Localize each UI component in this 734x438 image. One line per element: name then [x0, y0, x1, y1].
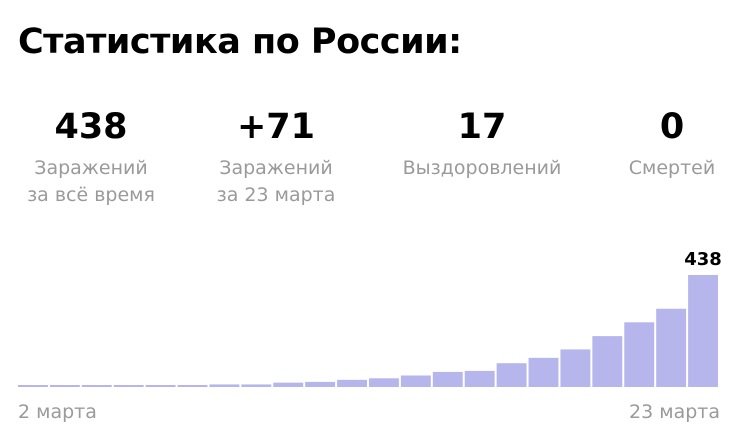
bar-15-марта	[432, 371, 463, 387]
bar-10-марта	[273, 382, 304, 387]
bar-3-марта	[49, 385, 80, 387]
bar-21-марта	[624, 322, 655, 387]
stat-recoveries: 17 Выздоровлений	[388, 105, 576, 182]
x-tick-label-start: 2 марта	[18, 401, 97, 423]
stat-deaths: 0 Смертей	[620, 105, 724, 182]
stat-daily-infections: +71 Заражений за 23 марта	[209, 105, 343, 209]
bar-17-марта	[496, 363, 527, 387]
bar-8-марта	[209, 384, 240, 387]
bar-13-марта	[369, 378, 399, 387]
bar-12-марта	[337, 379, 367, 387]
stat-label-line: Заражений	[219, 157, 333, 179]
stat-label-line: за 23 марта	[216, 184, 336, 206]
stat-label-line: Смертей	[628, 157, 716, 179]
bar-5-марта	[113, 385, 144, 387]
bar-18-марта	[528, 357, 559, 387]
bar-23-марта	[688, 275, 718, 387]
bar-20-марта	[592, 336, 623, 387]
stat-label-line: Заражений	[34, 157, 148, 179]
bar-4-марта	[81, 385, 112, 387]
bar-7-марта	[177, 385, 208, 387]
page-title: Статистика по России:	[18, 22, 462, 62]
stat-value: 17	[457, 107, 507, 147]
stat-value: 438	[54, 107, 128, 147]
stat-label: Смертей	[620, 155, 724, 182]
stat-value: 0	[659, 107, 685, 147]
stat-label: Выздоровлений	[388, 155, 576, 182]
bar-data-label: 438	[684, 249, 722, 270]
x-tick-label-end: 23 марта	[629, 401, 720, 423]
bar-14-марта	[400, 375, 431, 387]
bar-16-марта	[464, 370, 495, 387]
stat-label: Заражений за 23 марта	[209, 155, 343, 209]
stat-label-line: Выздоровлений	[402, 157, 562, 179]
stat-label-line: за всё время	[27, 184, 155, 206]
bar-6-марта	[145, 385, 176, 387]
stat-value: +71	[236, 107, 316, 147]
stat-label: Заражений за всё время	[18, 155, 164, 209]
bar-11-марта	[305, 381, 336, 387]
stat-total-infections: 438 Заражений за всё время	[18, 105, 164, 209]
bar-2-марта	[18, 385, 48, 387]
bar-22-марта	[656, 308, 687, 387]
bar-19-марта	[560, 349, 591, 387]
bar-9-марта	[241, 384, 272, 387]
